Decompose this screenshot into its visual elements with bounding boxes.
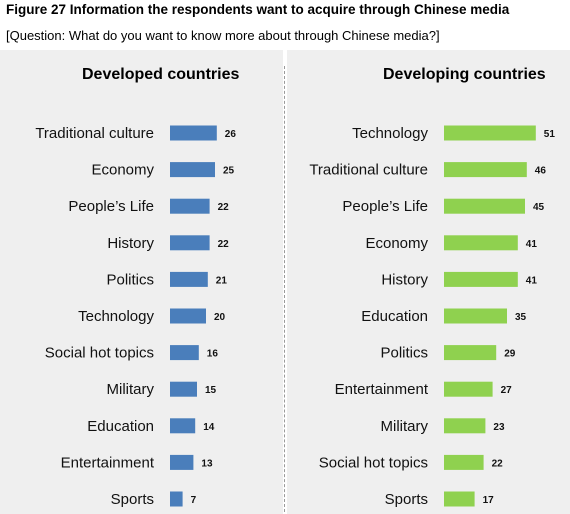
developed-bar-economy [170, 162, 215, 178]
developing-label-military: Military [381, 418, 429, 435]
developing-bar-politics [444, 345, 497, 361]
developing-label-history: History [381, 271, 428, 288]
developed-bar-social-hot-topics [170, 345, 199, 361]
developed-bar-technology [170, 308, 206, 324]
developed-value-politics: 21 [216, 275, 228, 286]
developed-bar-history [170, 235, 210, 251]
developing-value-entertainment: 27 [501, 385, 513, 396]
developing-label-traditional-culture: Traditional culture [309, 162, 428, 179]
developing-bar-social-hot-topics [444, 454, 484, 470]
developed-label-people-s-life: People’s Life [68, 198, 154, 215]
developed-value-traditional-culture: 26 [225, 129, 237, 140]
developed-countries-chart: Developed countries Traditional culture 2… [0, 50, 283, 514]
developing-value-history: 41 [526, 275, 538, 286]
developed-value-people-s-life: 22 [218, 202, 230, 213]
developing-value-military: 23 [493, 422, 505, 433]
developing-value-economy: 41 [526, 239, 538, 250]
developing-bar-history [444, 271, 518, 287]
developed-label-military: Military [107, 381, 155, 398]
developing-label-sports: Sports [385, 491, 428, 508]
developed-bar-military [170, 381, 197, 397]
developed-bar-education [170, 418, 196, 434]
developing-value-sports: 17 [483, 495, 495, 506]
developing-bar-entertainment [444, 381, 493, 397]
developing-label-economy: Economy [365, 235, 428, 252]
developing-label-people-s-life: People’s Life [342, 198, 428, 215]
developed-label-politics: Politics [106, 271, 154, 288]
developing-value-technology: 51 [544, 129, 556, 140]
panel-divider [284, 66, 285, 512]
developed-value-social-hot-topics: 16 [207, 349, 219, 360]
developing-bar-military [444, 418, 486, 434]
developed-label-education: Education [87, 418, 154, 435]
developing-bar-sports [444, 491, 475, 507]
developed-bar-people-s-life [170, 198, 210, 214]
developing-bar-people-s-life [444, 198, 525, 214]
developed-label-technology: Technology [78, 308, 154, 325]
developed-label-history: History [107, 235, 154, 252]
developing-value-politics: 29 [504, 349, 516, 360]
developed-bar-traditional-culture [170, 125, 217, 141]
developing-bar-traditional-culture [444, 162, 527, 178]
developed-label-economy: Economy [91, 162, 154, 179]
developing-label-entertainment: Entertainment [335, 381, 429, 398]
developing-label-social-hot-topics: Social hot topics [319, 454, 428, 471]
developing-bar-education [444, 308, 507, 324]
developed-label-traditional-culture: Traditional culture [35, 125, 154, 142]
developed-value-technology: 20 [214, 312, 226, 323]
developed-value-education: 14 [203, 422, 215, 433]
developing-value-social-hot-topics: 22 [492, 458, 504, 469]
developed-value-history: 22 [218, 239, 230, 250]
developed-value-economy: 25 [223, 166, 235, 177]
developing-bar-economy [444, 235, 518, 251]
developed-label-social-hot-topics: Social hot topics [45, 345, 154, 362]
developed-value-military: 15 [205, 385, 217, 396]
figure-question: [Question: What do you want to know more… [6, 28, 440, 43]
developed-bar-entertainment [170, 454, 194, 470]
developed-value-sports: 7 [191, 495, 197, 506]
developed-bars-svg: Traditional culture 26 Economy 25 People’s L… [35, 125, 237, 508]
developing-value-traditional-culture: 46 [535, 166, 547, 177]
developing-countries-chart: Developing countries Technology 51 Traditi… [287, 50, 570, 514]
developing-value-education: 35 [515, 312, 527, 323]
figure-title: Figure 27 Information the respondents wa… [6, 2, 510, 17]
developed-label-sports: Sports [111, 491, 154, 508]
developed-value-entertainment: 13 [201, 458, 213, 469]
developed-bar-politics [170, 271, 208, 287]
developing-bars-svg: Technology 51 Traditional culture 46 People’… [309, 125, 556, 508]
developing-chart-title: Developing countries [383, 66, 546, 83]
developing-value-people-s-life: 45 [533, 202, 545, 213]
developed-label-entertainment: Entertainment [61, 454, 155, 471]
developed-bar-sports [170, 491, 183, 507]
developing-label-politics: Politics [380, 345, 428, 362]
developing-label-technology: Technology [352, 125, 428, 142]
developing-bar-technology [444, 125, 536, 141]
developed-chart-title: Developed countries [82, 66, 240, 83]
developing-label-education: Education [361, 308, 428, 325]
